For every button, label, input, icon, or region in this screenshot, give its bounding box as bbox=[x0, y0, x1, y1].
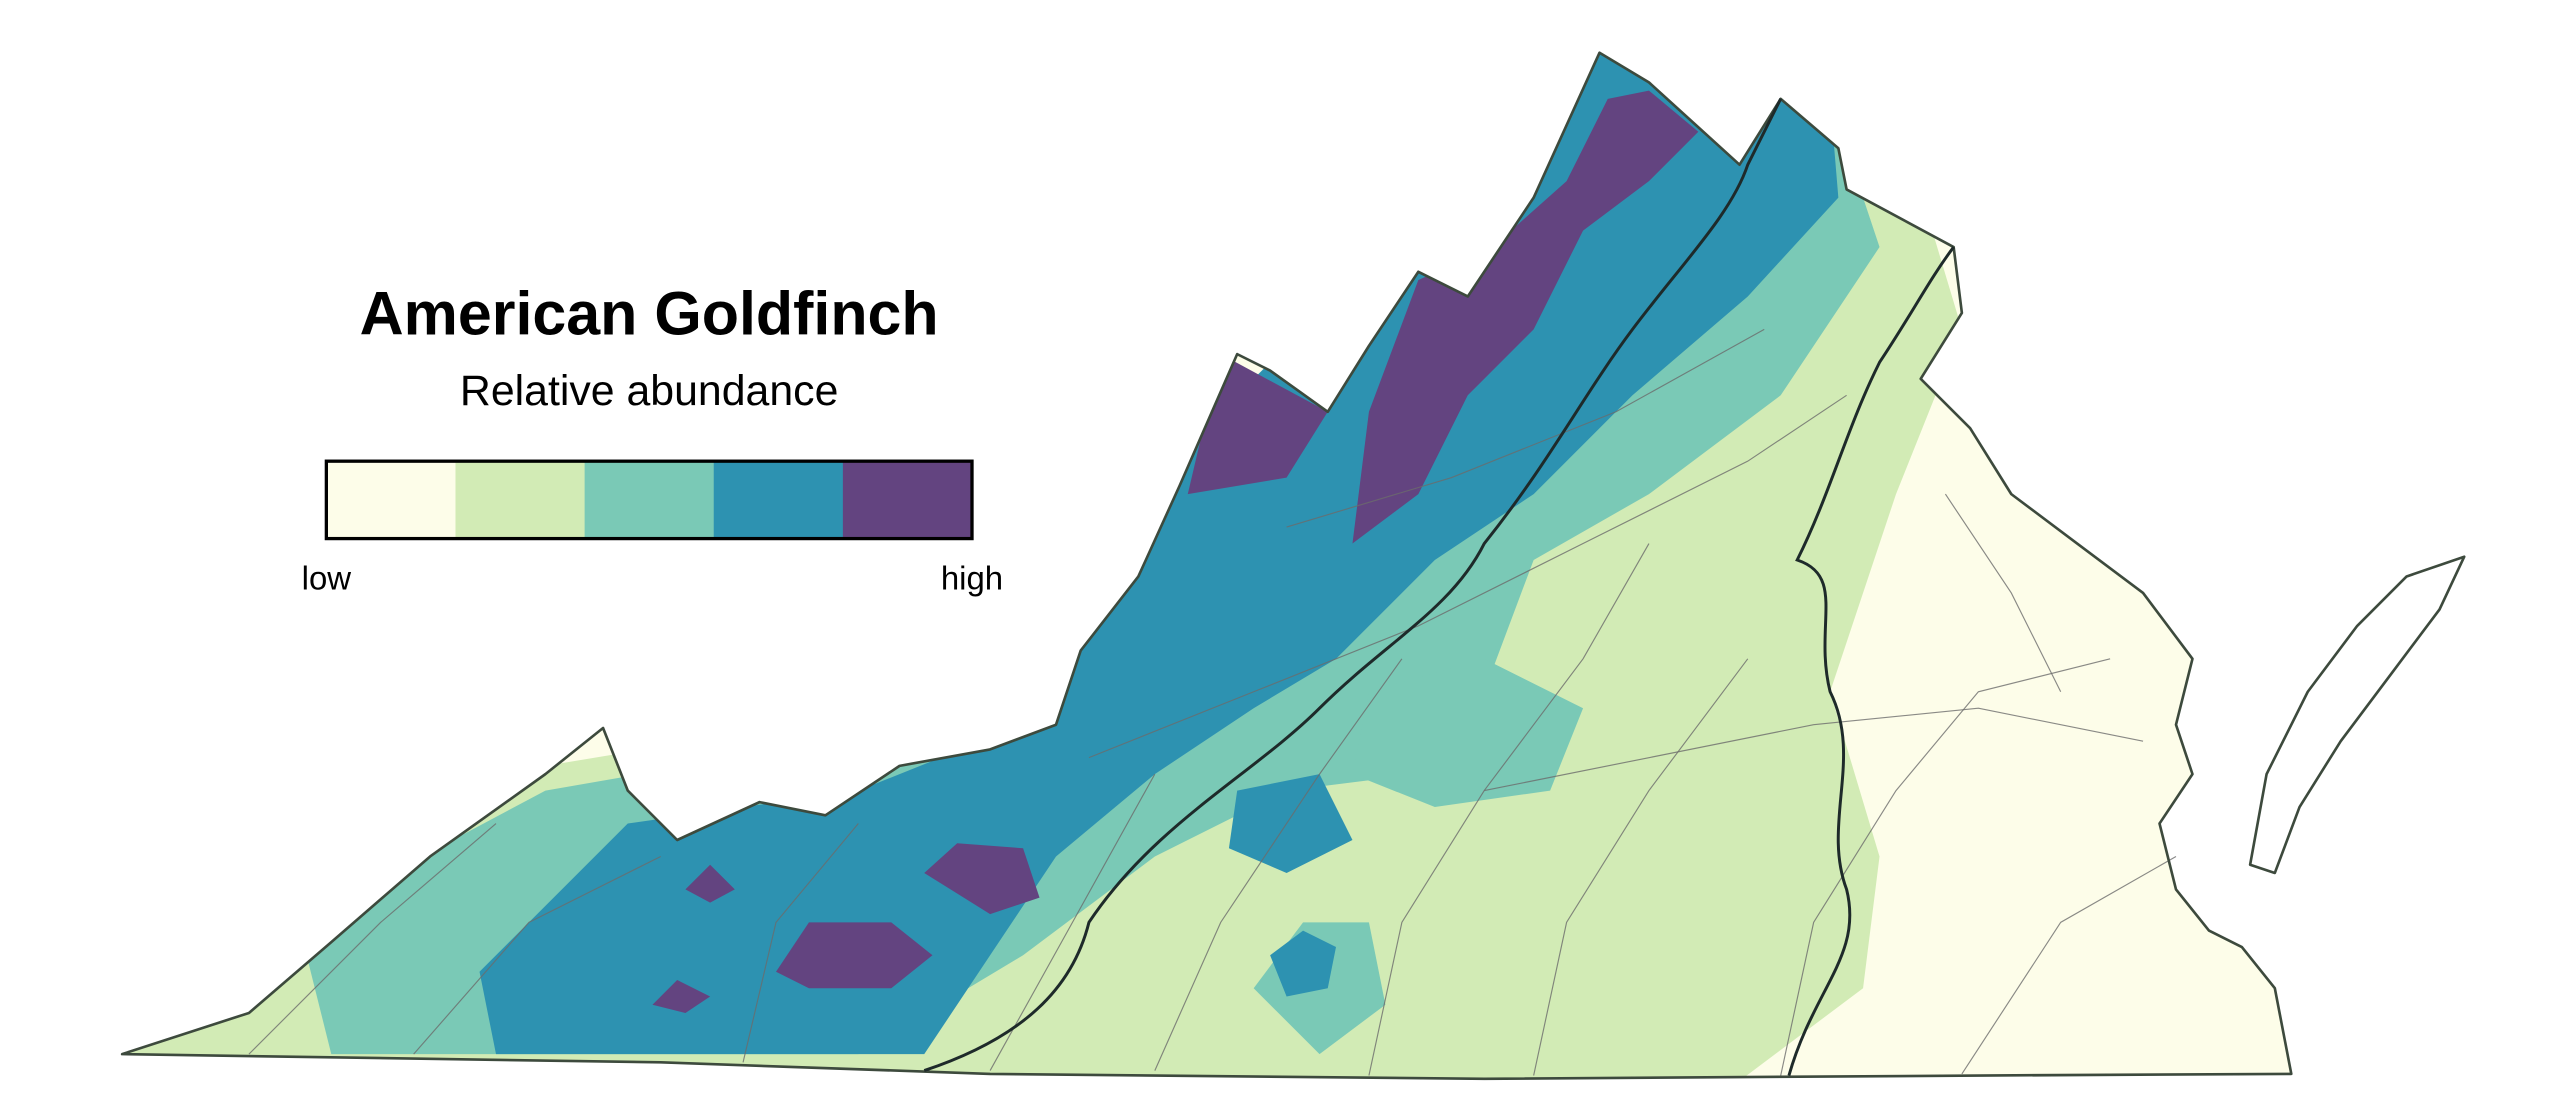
region-high bbox=[776, 922, 933, 989]
legend-high-label: high bbox=[941, 560, 1003, 597]
legend-frame bbox=[324, 459, 974, 541]
legend-swatch bbox=[584, 461, 715, 539]
region-high bbox=[1352, 90, 1699, 544]
abundance-surface bbox=[122, 52, 2292, 1079]
map-title: American Goldfinch bbox=[360, 279, 939, 347]
legend-swatch bbox=[713, 461, 844, 539]
region-mid-high-patch bbox=[1270, 930, 1336, 997]
region-mid-high-patch bbox=[1228, 774, 1353, 873]
region-high bbox=[685, 864, 735, 903]
legend-low-label: low bbox=[302, 560, 352, 597]
legend-swatch bbox=[455, 461, 586, 539]
fall-line bbox=[923, 98, 1783, 1072]
legend-swatch bbox=[326, 461, 457, 539]
map-subtitle: Relative abundance bbox=[460, 367, 838, 415]
eastern-shore bbox=[2248, 555, 2466, 875]
coastal-plain-boundary bbox=[1787, 246, 1955, 1076]
region-high bbox=[924, 843, 1040, 915]
legend-swatch bbox=[842, 461, 973, 539]
county-lines bbox=[248, 328, 2177, 1076]
region-high bbox=[652, 980, 711, 1013]
legend bbox=[326, 461, 973, 539]
state-outline bbox=[120, 51, 2293, 1081]
region-mid-patch bbox=[1352, 658, 1584, 808]
